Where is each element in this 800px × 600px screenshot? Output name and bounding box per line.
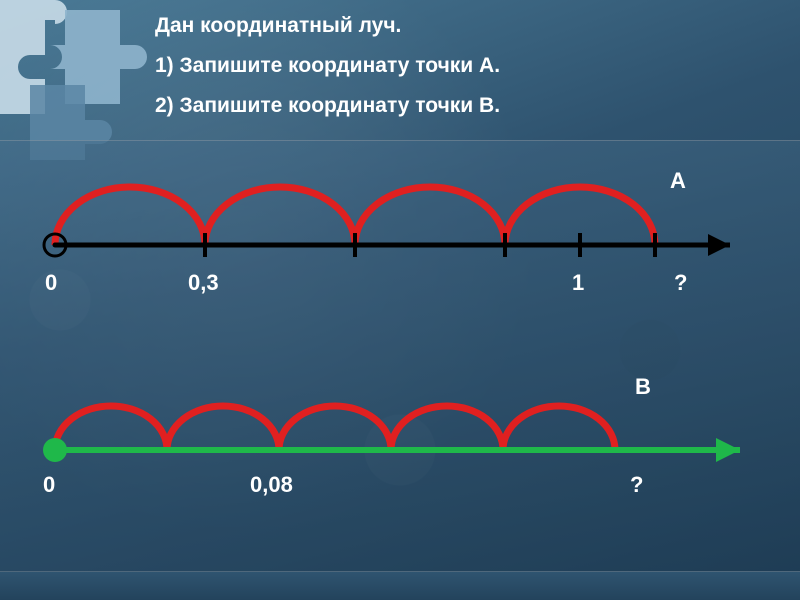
title-line-2: 1) Запишите координату точки А. — [155, 46, 500, 86]
slide: Дан координатный луч. 1) Запишите коорди… — [0, 0, 800, 600]
puzzle-corner-icon — [0, 0, 160, 160]
line1-label-q: ? — [674, 270, 687, 296]
number-line-b-svg — [40, 380, 760, 530]
line2-point-b: В — [635, 374, 651, 400]
title-line-3: 2) Запишите координату точки В. — [155, 86, 500, 126]
footer-bar — [0, 571, 800, 600]
line1-label-03: 0,3 — [188, 270, 219, 296]
line2-label-0: 0 — [43, 472, 55, 498]
line1-label-1: 1 — [572, 270, 584, 296]
line1-point-a: А — [670, 168, 686, 194]
number-line-a-svg — [40, 170, 760, 320]
line1-label-0: 0 — [45, 270, 57, 296]
number-line-a: 0 0,3 1 ? А — [40, 170, 760, 320]
number-line-b: 0 0,08 ? В — [40, 380, 760, 530]
title-line-1: Дан координатный луч. — [155, 6, 500, 46]
line2-label-008: 0,08 — [250, 472, 293, 498]
title-block: Дан координатный луч. 1) Запишите коорди… — [155, 6, 500, 126]
line2-label-q: ? — [630, 472, 643, 498]
